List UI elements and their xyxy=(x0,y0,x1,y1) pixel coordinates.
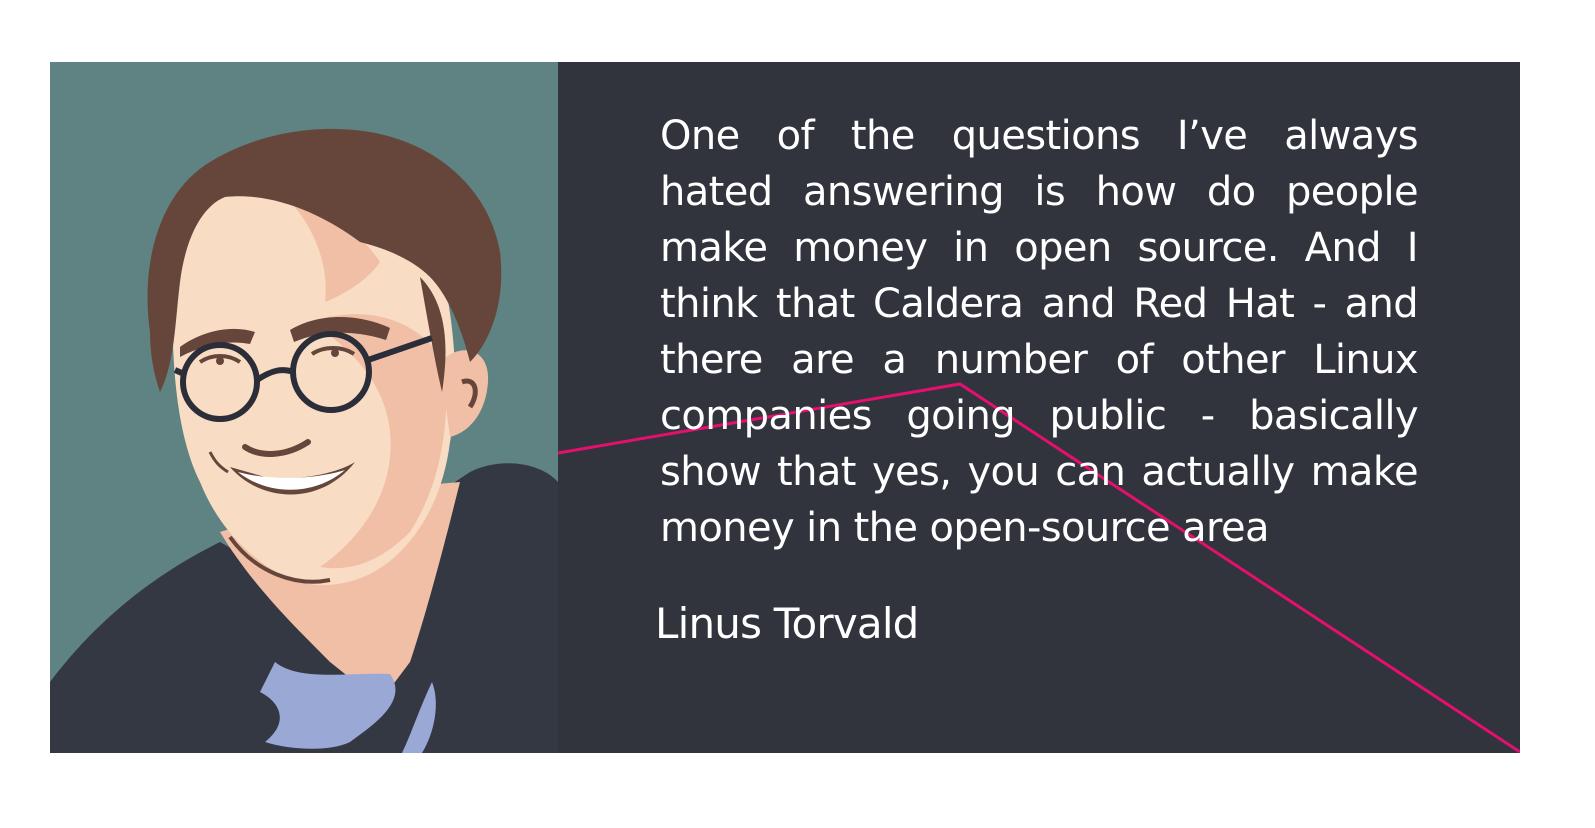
glasses xyxy=(173,331,433,422)
nose xyxy=(242,439,311,457)
eyebrow-right xyxy=(290,317,390,342)
collar xyxy=(260,662,396,749)
face xyxy=(172,176,456,585)
person-illustration-icon xyxy=(50,62,558,753)
portrait-panel xyxy=(50,62,558,753)
quote-text: One of the questions I’ve always hated a… xyxy=(660,113,1419,551)
quote-card: One of the questions I’ve always hated a… xyxy=(50,62,1520,753)
quote-author: Linus Torvald xyxy=(655,599,919,648)
ear xyxy=(440,350,489,437)
hair xyxy=(147,128,502,393)
